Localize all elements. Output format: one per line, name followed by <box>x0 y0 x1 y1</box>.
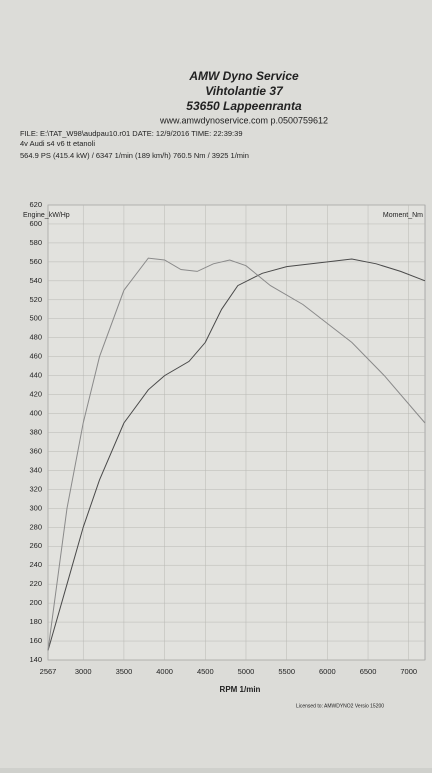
y-tick-label: 240 <box>29 560 42 569</box>
y-tick-label: 420 <box>29 390 42 399</box>
y-tick-label: 480 <box>29 333 42 342</box>
y-tick-label: 460 <box>29 352 42 361</box>
y-tick-label: 400 <box>29 409 42 418</box>
series-label: Engine_kW/Hp <box>23 212 70 219</box>
result-line: 564.9 PS (415.4 kW) / 6347 1/min (189 km… <box>20 151 249 160</box>
x-tick-label: 2567 <box>40 667 57 676</box>
y-tick-label: 300 <box>29 503 42 512</box>
x-tick-label: 3500 <box>116 667 133 676</box>
y-tick-label: 560 <box>29 257 42 266</box>
y-tick-label: 140 <box>29 655 42 664</box>
x-tick-label: 3000 <box>75 667 92 676</box>
y-tick-label: 160 <box>29 636 42 645</box>
y-tick-label: 580 <box>29 238 42 247</box>
x-tick-label: 6500 <box>360 667 377 676</box>
car-line: 4v Audi s4 v6 tt etanoli <box>20 139 95 148</box>
y-tick-label: 520 <box>29 295 42 304</box>
y-tick-label: 220 <box>29 579 42 588</box>
x-tick-label: 4500 <box>197 667 214 676</box>
y-tick-label: 600 <box>29 219 42 228</box>
y-tick-label: 620 <box>29 200 42 209</box>
y-tick-label: 380 <box>29 427 42 436</box>
x-tick-label: 4000 <box>156 667 173 676</box>
contact: www.amwdynoservice.com p.0500759612 <box>159 115 328 125</box>
y-tick-label: 500 <box>29 314 42 323</box>
street: Vihtolantie 37 <box>205 84 284 98</box>
series-label: Moment_Nm <box>383 212 423 219</box>
y-tick-label: 360 <box>29 446 42 455</box>
y-tick-label: 540 <box>29 276 42 285</box>
y-tick-label: 260 <box>29 541 42 550</box>
footer: Licensed to: AMWDYNO2 Versio 15200 <box>296 703 384 709</box>
y-tick-label: 280 <box>29 522 42 531</box>
x-axis-label: RPM 1/min <box>220 685 261 694</box>
series-line <box>47 258 426 651</box>
x-tick-label: 5500 <box>278 667 295 676</box>
series-line <box>47 257 426 651</box>
x-tick-label: 6000 <box>319 667 336 676</box>
company: AMW Dyno Service <box>188 69 299 83</box>
y-tick-label: 340 <box>29 465 42 474</box>
y-tick-label: 180 <box>29 617 42 626</box>
city: 53650 Lappeenranta <box>186 99 302 113</box>
y-tick-label: 440 <box>29 371 42 380</box>
y-tick-label: 320 <box>29 484 42 493</box>
file-line: FILE: E:\TAT_W98\audpau10.r01 DATE: 12/9… <box>20 129 242 138</box>
x-tick-label: 5000 <box>238 667 255 676</box>
y-tick-label: 200 <box>29 598 42 607</box>
x-tick-label: 7000 <box>400 667 417 676</box>
